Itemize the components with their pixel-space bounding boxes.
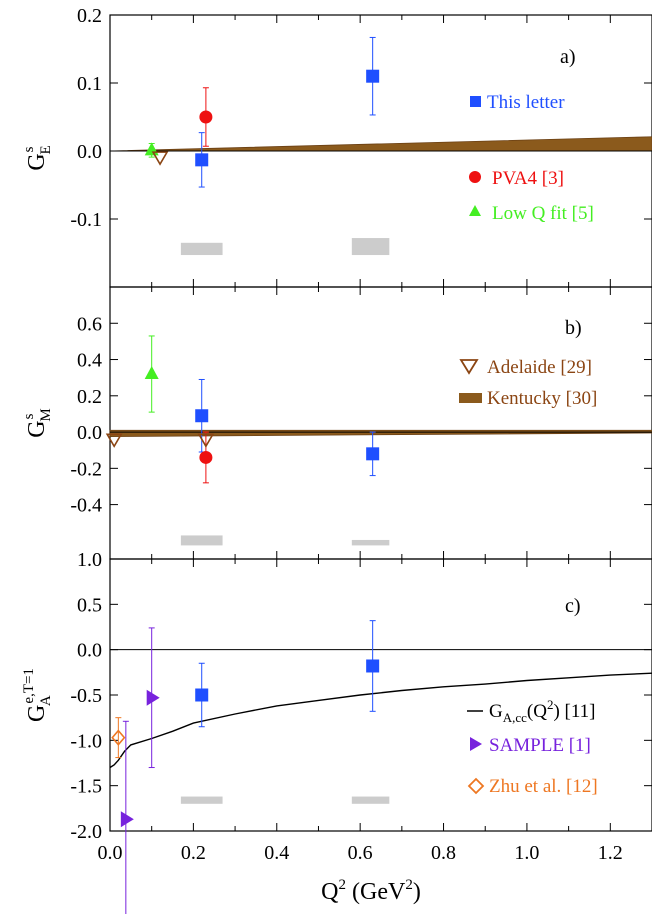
systematic-error-box [352,797,390,804]
y-tick-label: 0.0 [77,422,102,444]
panel-a-ylabel-main: GsE [21,145,54,170]
this-letter-point [366,447,379,460]
x-tick-label: 0.0 [98,842,123,864]
legend-low-q-fit-label: Low Q fit [5] [492,203,594,224]
this-letter-point [366,70,379,83]
x-tick-label: 0.8 [431,842,456,864]
panel-b-legend: Adelaide [29] Kentucky [30] [459,357,597,409]
legend-low-q-fit-marker [469,205,481,216]
kentucky-band [110,430,652,436]
panel-a-label: a) [560,46,576,68]
panel-c-ylabel: Ge,T=1A [21,668,54,722]
panel-a: 0.2 0.1 0.0 -0.1 a) GsE This letter PVA4 [3… [21,5,652,287]
y-tick-label: 0.4 [77,350,102,372]
systematic-error-box [181,243,223,255]
panel-c-legend: GA,cc(Q2) [11] SAMPLE [1] Zhu et al. [12… [467,697,598,797]
low-q-fit-5-point [145,142,159,155]
panel-b-ylabel-main: GsM [21,408,54,438]
systematic-error-box [181,535,223,545]
x-tick-label: 1.0 [514,842,539,864]
sample-1-point [121,811,134,827]
y-tick-label: 0.2 [77,386,102,408]
y-tick-label: -0.5 [70,685,102,707]
x-axis-title: Q2 (GeV2) [321,877,421,905]
y-tick-label: -1.0 [70,730,102,752]
x-tick-label: 0.6 [348,842,373,864]
legend-ga-cc-label: GA,cc(Q2) [11] [489,697,596,725]
y-tick-label: 0.2 [77,5,102,27]
legend-this-letter-marker [470,96,481,107]
legend-this-letter-label: This letter [487,92,565,113]
kentucky-band [110,137,652,151]
panel-a-ylabel: GsE [21,145,54,170]
x-axis: 0.0 0.2 0.4 0.6 0.8 1.0 1.2 [98,842,623,864]
this-letter-point [195,409,208,422]
low-q-fit-5-point [145,366,159,379]
legend-sample-label: SAMPLE [1] [489,735,591,756]
y-tick-label: -2.0 [70,821,102,843]
y-tick-label: 0.0 [77,141,102,163]
legend-pva4-marker [469,171,481,183]
panel-b: 0.6 0.4 0.2 0.0 -0.2 -0.4 b) GsM Adelaide [29… [21,287,652,559]
pva4-3-point [199,111,212,124]
y-tick-label: 1.0 [77,549,102,571]
y-tick-label: -1.5 [70,776,102,798]
this-letter-point [195,153,208,166]
y-tick-label: -0.2 [70,458,102,480]
systematic-error-box [181,797,223,804]
systematic-error-box [352,540,390,545]
legend-sample-marker [470,737,482,751]
y-tick-label: -0.4 [70,495,102,517]
panel-b-ylabel: GsM [21,408,54,438]
legend-adelaide-label: Adelaide [29] [487,357,592,378]
y-tick-label: 0.5 [77,594,102,616]
x-tick-label: 0.4 [264,842,289,864]
systematic-error-box [352,238,390,255]
legend-kentucky-label: Kentucky [30] [487,388,597,409]
x-tick-label: 0.2 [181,842,206,864]
panel-c-label: c) [565,595,581,617]
panel-c-ylabel-main: Ge,T=1A [21,668,54,722]
legend-pva4-label: PVA4 [3] [492,168,564,189]
sample-1-point [147,690,160,706]
this-letter-point [366,659,379,672]
y-tick-label: 0.6 [77,313,102,335]
y-tick-label: 0.1 [77,73,102,95]
legend-kentucky-marker [459,393,482,403]
pva4-3-point [199,451,212,464]
legend-zhu-marker [469,779,483,793]
this-letter-point [195,689,208,702]
y-tick-label: 0.0 [77,640,102,662]
legend-adelaide-marker [461,360,477,373]
y-tick-label: -0.1 [70,209,102,231]
x-tick-label: 1.2 [598,842,623,864]
panel-b-label: b) [565,317,582,339]
panel-a-legend: This letter PVA4 [3] Low Q fit [5] [469,92,594,224]
legend-zhu-label: Zhu et al. [12] [489,776,598,797]
